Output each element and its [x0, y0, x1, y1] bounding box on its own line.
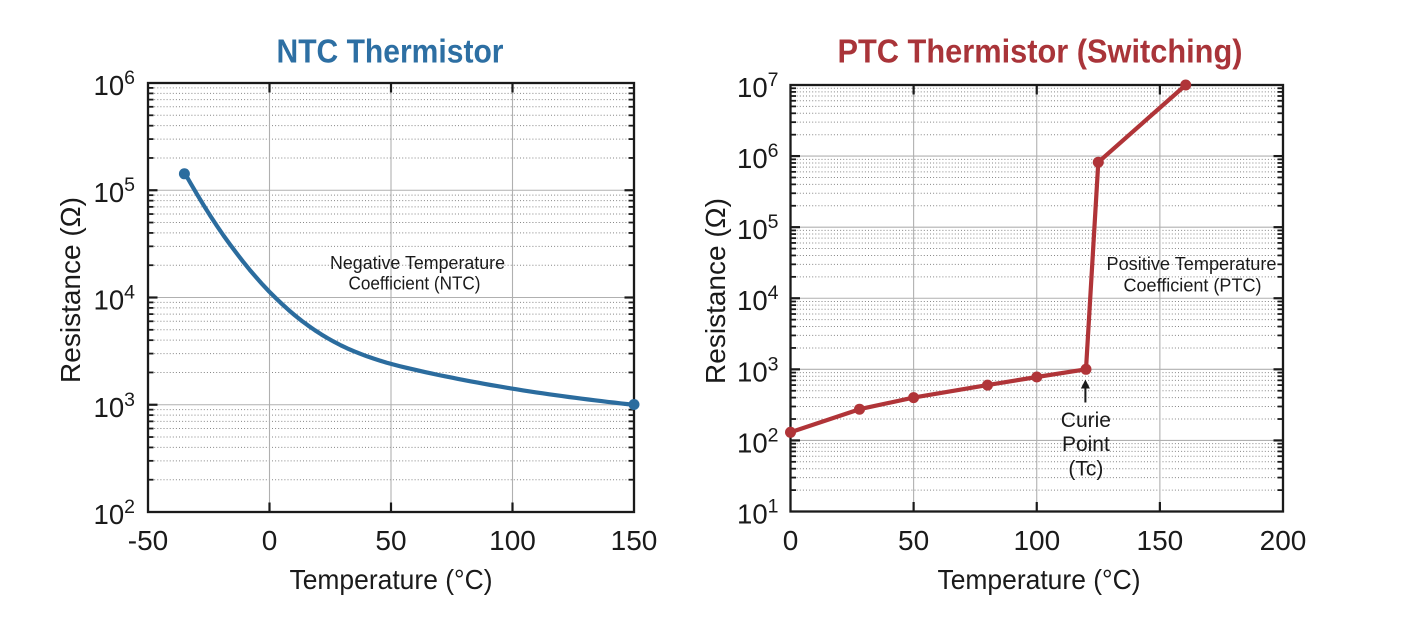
svg-text:50: 50 [375, 525, 406, 556]
svg-text:-50: -50 [128, 525, 168, 556]
svg-text:Temperature (°C): Temperature (°C) [290, 564, 493, 595]
svg-text:NTC Thermistor: NTC Thermistor [277, 33, 504, 70]
svg-text:0: 0 [262, 525, 278, 556]
svg-text:Negative Temperature: Negative Temperature [330, 253, 505, 273]
svg-text:Coefficient (NTC): Coefficient (NTC) [349, 274, 481, 294]
svg-text:Curie: Curie [1061, 409, 1111, 432]
svg-text:50: 50 [898, 525, 929, 556]
svg-text:Positive Temperature: Positive Temperature [1107, 254, 1277, 274]
svg-text:150: 150 [611, 525, 658, 556]
svg-text:Resistance (Ω): Resistance (Ω) [700, 198, 731, 384]
svg-text:PTC Thermistor (Switching): PTC Thermistor (Switching) [838, 33, 1243, 70]
svg-text:200: 200 [1260, 525, 1307, 556]
svg-text:Coefficient (PTC): Coefficient (PTC) [1124, 276, 1262, 296]
svg-text:100: 100 [1013, 525, 1060, 556]
svg-text:100: 100 [489, 525, 536, 556]
svg-text:Point: Point [1062, 433, 1110, 456]
svg-text:Temperature (°C): Temperature (°C) [938, 564, 1141, 595]
svg-text:0: 0 [783, 525, 799, 556]
svg-text:102: 102 [94, 496, 135, 530]
svg-text:(Tc): (Tc) [1068, 457, 1103, 480]
svg-text:150: 150 [1137, 525, 1184, 556]
svg-text:Resistance (Ω): Resistance (Ω) [55, 197, 86, 383]
